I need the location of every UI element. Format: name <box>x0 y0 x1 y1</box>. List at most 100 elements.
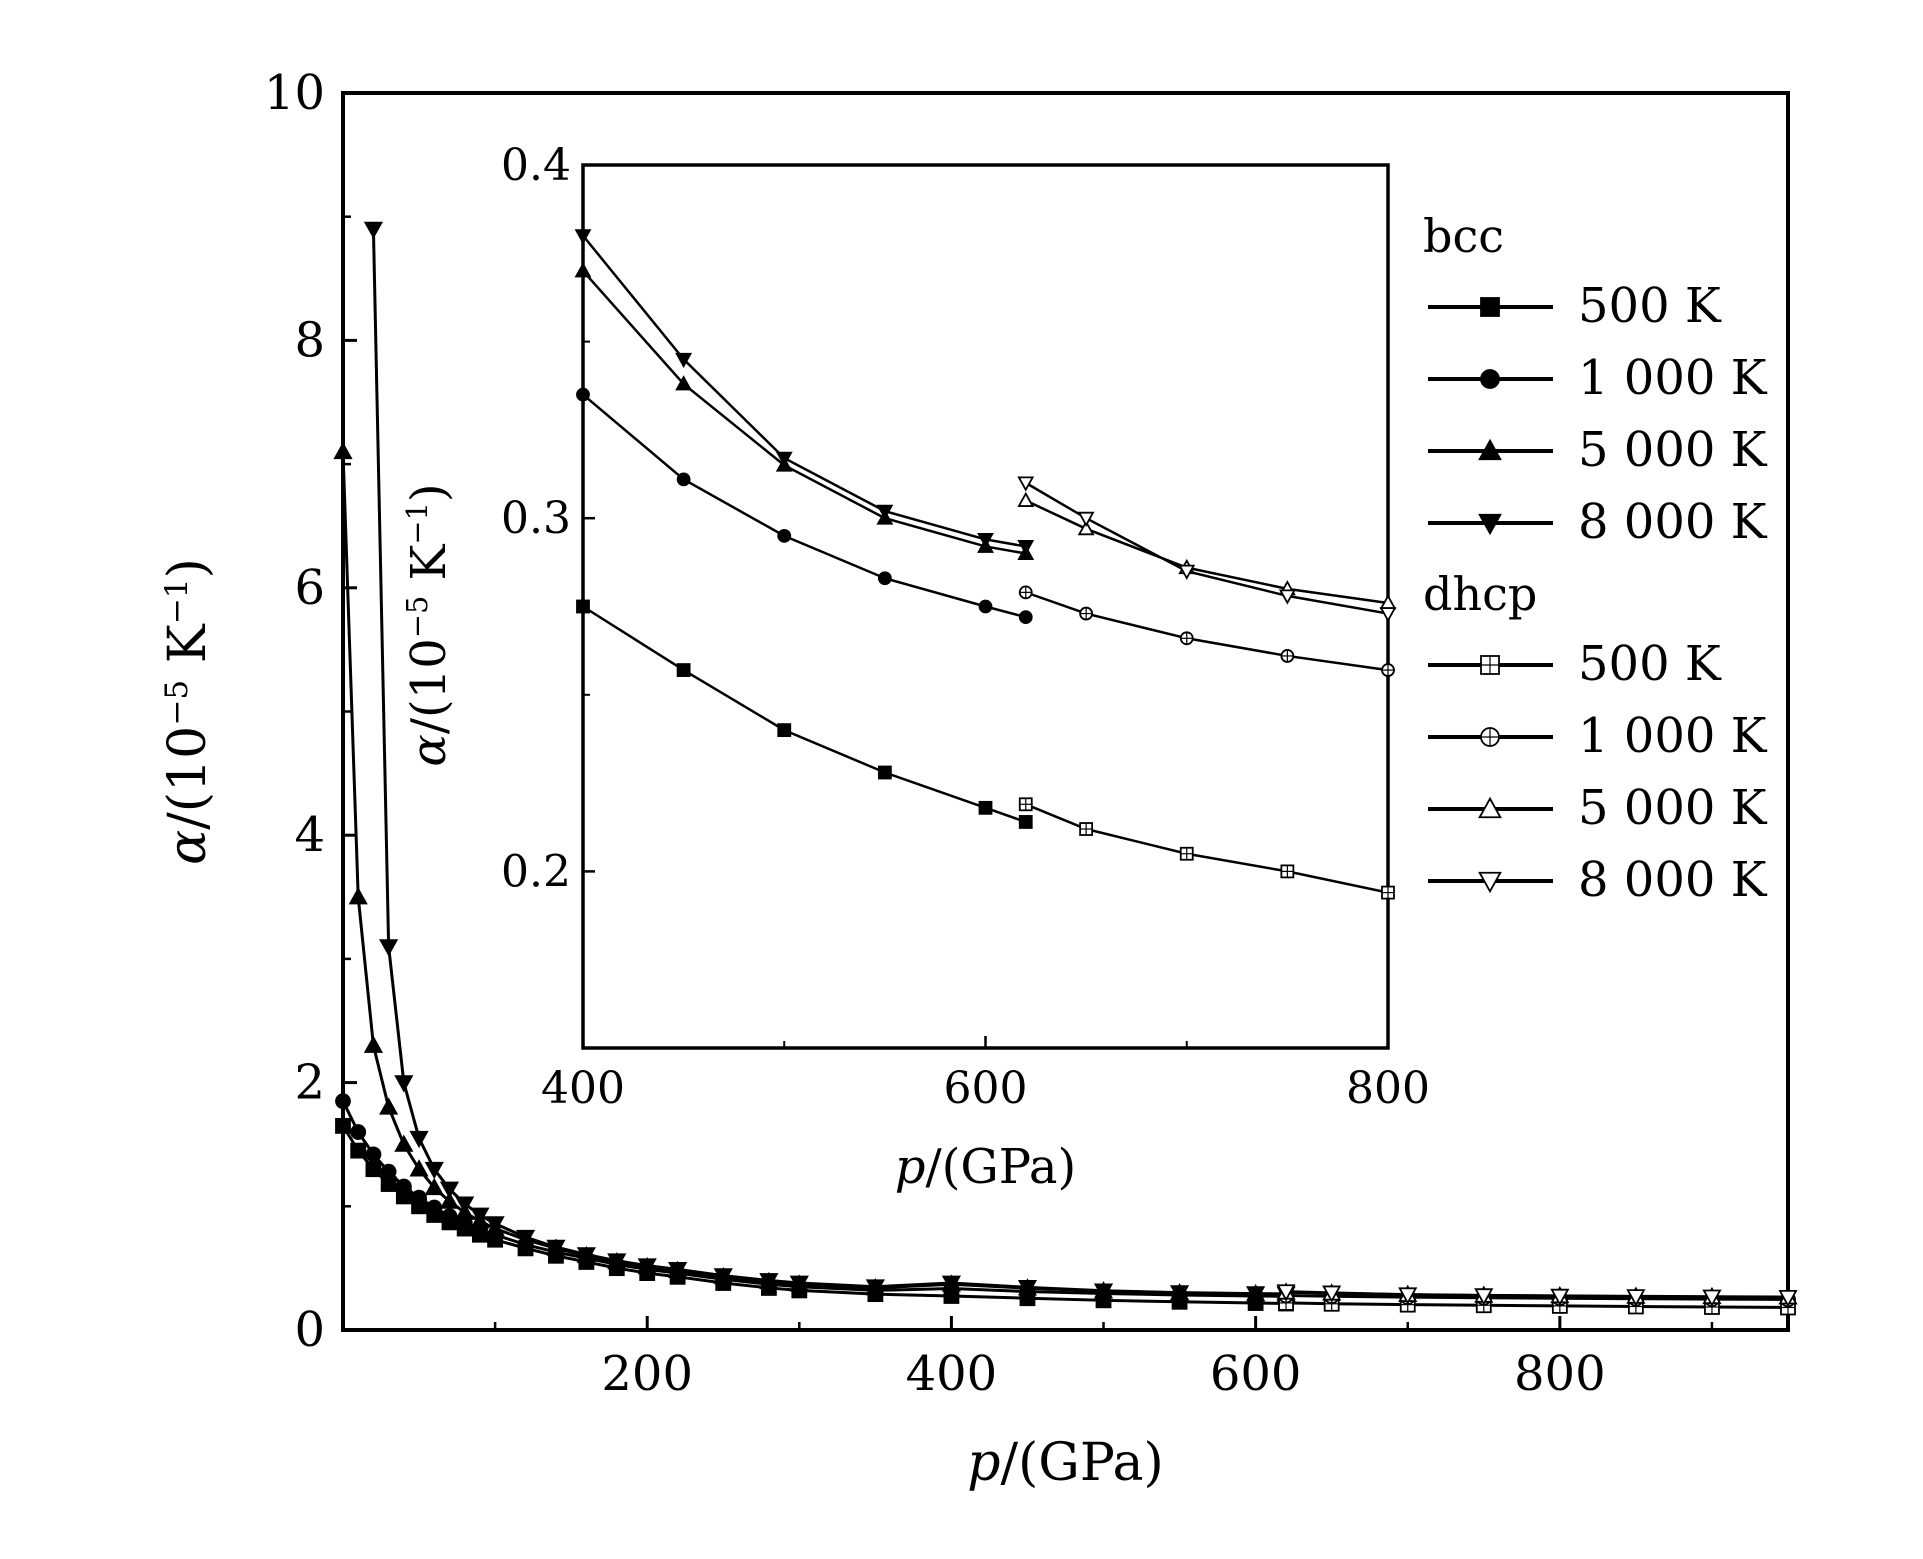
main-x-axis-title-unit: /(GPa) <box>1001 1433 1164 1493</box>
inset-point-bcc-8-000-k <box>977 532 994 549</box>
main-point-bcc-8-000-k <box>515 1229 536 1248</box>
main-point-bcc-1-000-k <box>350 1124 367 1140</box>
main-x-tick-label: 600 <box>1210 1346 1302 1402</box>
legend-marker-bcc-2 <box>1478 438 1502 461</box>
main-y-tick-label: 6 <box>294 560 325 616</box>
main-point-bcc-5-000-k <box>333 441 353 460</box>
main-point-bcc-5-000-k <box>439 1191 460 1209</box>
main-point-bcc-5-000-k <box>409 1159 429 1177</box>
main-point-dhcp-8-000-k <box>1276 1284 1296 1302</box>
main-point-bcc-8-000-k <box>1246 1286 1266 1304</box>
inset-point-dhcp-5-000-k <box>1077 520 1095 536</box>
main-point-bcc-8-000-k <box>424 1161 444 1180</box>
inset-point-dhcp-5-000-k <box>1017 491 1035 507</box>
main-point-bcc-8-000-k <box>941 1275 962 1293</box>
main-point-dhcp-8-000-k <box>1626 1289 1646 1307</box>
main-y-axis-title-exp2: −1 <box>159 578 195 624</box>
main-point-bcc-1-000-k <box>426 1199 443 1216</box>
main-x-tick-label: 200 <box>601 1346 693 1402</box>
main-y-tick-label: 2 <box>294 1055 325 1111</box>
legend-label-dhcp-1: 1 000 K <box>1578 708 1768 764</box>
inset-x-tick-label: 800 <box>1346 1063 1430 1114</box>
main-point-bcc-5-000-k <box>363 1035 384 1053</box>
legend-group-title-bcc: bcc <box>1423 209 1504 263</box>
inset-point-bcc-500-k <box>777 723 792 738</box>
main-y-tick-label: 10 <box>264 65 325 121</box>
main-point-bcc-8-000-k <box>668 1262 688 1280</box>
legend-marker-bcc-1 <box>1480 369 1500 389</box>
main-point-bcc-5-000-k <box>348 887 368 905</box>
main-point-dhcp-8-000-k <box>1474 1288 1494 1306</box>
inset-y-axis-title-var: α <box>401 734 457 766</box>
main-point-bcc-8-000-k <box>637 1258 657 1276</box>
inset-y-tick-label: 0.2 <box>501 846 571 897</box>
inset-x-axis-title-var: p <box>895 1139 926 1195</box>
inset-x-axis-title-unit: /(GPa) <box>926 1139 1077 1195</box>
legend-label-dhcp-3: 8 000 K <box>1578 852 1768 908</box>
main-point-dhcp-8-000-k <box>1322 1285 1342 1303</box>
main-point-dhcp-8-000-k <box>1778 1290 1798 1308</box>
main-point-bcc-5-000-k <box>394 1134 414 1152</box>
main-point-bcc-1-000-k <box>380 1163 397 1180</box>
main-point-bcc-500-k <box>350 1142 367 1159</box>
inset-point-bcc-8-000-k <box>775 451 793 467</box>
inset-y-axis-title-unit-mid: K <box>401 543 457 595</box>
main-x-axis-title: p/(GPa) <box>967 1433 1164 1493</box>
main-y-axis-title: α/(10−5 K−1) <box>158 558 218 865</box>
main-point-bcc-8-000-k <box>363 221 384 239</box>
inset-point-bcc-8-000-k <box>1017 540 1035 556</box>
inset-point-bcc-1-000-k <box>877 571 892 586</box>
main-point-bcc-8-000-k <box>379 939 399 957</box>
main-y-axis-title-unit-mid: K <box>158 623 218 680</box>
main-y-axis-title-unit-post: ) <box>158 558 218 578</box>
inset-point-bcc-8-000-k <box>574 229 592 245</box>
inset-x-axis-title: p/(GPa) <box>895 1139 1076 1195</box>
inset-point-bcc-1-000-k <box>1018 610 1033 624</box>
legend-marker-bcc-0 <box>1480 297 1500 317</box>
main-point-dhcp-8-000-k <box>1702 1289 1722 1307</box>
main-point-bcc-8-000-k <box>607 1253 627 1271</box>
inset-y-tick-label: 0.4 <box>501 140 571 191</box>
inset-point-bcc-1-000-k <box>978 599 993 614</box>
inset-point-bcc-500-k <box>1018 815 1033 829</box>
inset-series-line-bcc-8-000-k <box>582 234 1026 548</box>
main-point-dhcp-8-000-k <box>1398 1287 1418 1305</box>
main-point-bcc-8-000-k <box>1169 1285 1190 1303</box>
main-point-bcc-1-000-k <box>411 1189 427 1206</box>
main-point-bcc-1-000-k <box>365 1146 382 1163</box>
main-y-tick-label: 8 <box>294 312 325 368</box>
inset-point-bcc-5-000-k <box>675 375 693 391</box>
inset-plot: 400 600 800 0.2 0.3 0.4 p/(GPa) α/(10−5 K−1) <box>400 140 1430 1195</box>
main-x-tick-label: 400 <box>906 1346 998 1402</box>
main-point-bcc-8-000-k <box>439 1181 460 1199</box>
main-point-bcc-1-000-k <box>395 1178 412 1195</box>
legend-label-bcc-3: 8 000 K <box>1578 494 1768 550</box>
main-point-bcc-500-k <box>365 1161 382 1178</box>
inset-y-axis-title-exp2: −1 <box>400 502 434 544</box>
inset-point-bcc-5-000-k <box>574 262 592 278</box>
main-series-line-dhcp-500-k <box>1286 1301 1789 1309</box>
inset-point-bcc-1-000-k <box>777 528 792 543</box>
legend-label-dhcp-0: 500 K <box>1578 636 1722 692</box>
inset-y-tick-label: 0.3 <box>501 493 571 544</box>
inset-y-axis-title-unit-post: ) <box>401 483 457 502</box>
inset-point-bcc-500-k <box>576 599 590 614</box>
main-point-bcc-8-000-k <box>1017 1279 1038 1298</box>
legend-label-bcc-1: 1 000 K <box>1578 350 1768 406</box>
inset-y-axis-title-exp: −5 <box>400 596 434 638</box>
inset-point-dhcp-8-000-k <box>1178 564 1196 580</box>
inset-point-bcc-500-k <box>978 800 993 815</box>
main-point-bcc-500-k <box>335 1117 351 1134</box>
inset-series-line-bcc-5-000-k <box>582 270 1026 555</box>
main-point-bcc-5-000-k <box>379 1097 399 1115</box>
main-x-axis-title-var: p <box>967 1433 1000 1493</box>
main-series-line-dhcp-1-000-k <box>1286 1293 1789 1301</box>
main-point-dhcp-8-000-k <box>1550 1288 1570 1307</box>
legend-group-title-dhcp: dhcp <box>1423 567 1537 621</box>
main-y-axis-title-unit-pre: /(10 <box>158 726 218 830</box>
main-series-line-dhcp-8-000-k <box>1286 1290 1789 1299</box>
inset-point-dhcp-8-000-k <box>1278 589 1296 605</box>
main-point-bcc-8-000-k <box>409 1130 429 1149</box>
main-y-axis-title-exp: −5 <box>159 680 195 726</box>
main-x-tick-label: 800 <box>1514 1346 1606 1402</box>
